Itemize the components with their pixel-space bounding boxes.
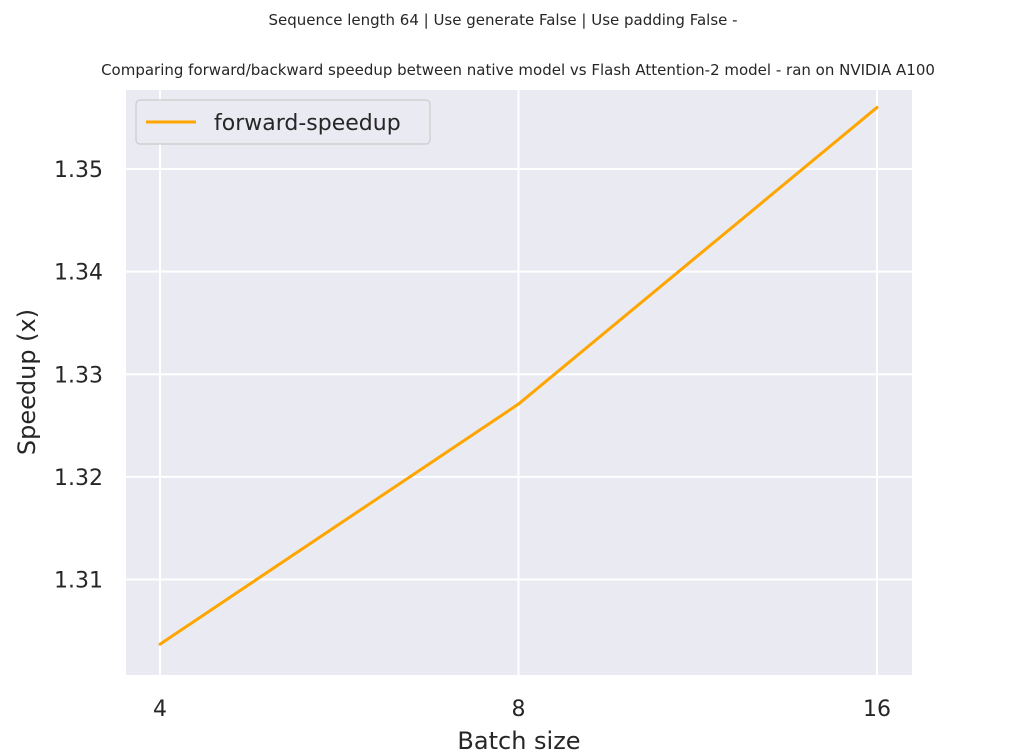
chart-title-line-2: Comparing forward/backward speedup betwe…	[101, 61, 935, 79]
y-tick-label: 1.31	[54, 569, 103, 594]
x-tick-labels: 4 8 16	[153, 697, 891, 722]
y-tick-label: 1.34	[54, 261, 103, 286]
series-layer	[158, 105, 879, 646]
y-tick-label: 1.33	[54, 363, 103, 388]
legend: forward-speedup	[135, 99, 431, 145]
x-tick-label: 8	[512, 697, 526, 722]
y-tick-label: 1.32	[54, 466, 103, 491]
legend-box	[135, 99, 431, 145]
series-line-forward-speedup	[158, 105, 879, 646]
y-tick-label: 1.35	[54, 158, 103, 183]
x-tick-label: 16	[863, 697, 891, 722]
y-tick-labels: 1.31 1.32 1.33 1.34 1.35	[54, 158, 103, 594]
x-tick-label: 4	[153, 697, 167, 722]
chart-title-line-1: Sequence length 64 | Use generate False …	[268, 11, 737, 29]
legend-label-forward-speedup: forward-speedup	[214, 111, 401, 136]
x-axis-label: Batch size	[457, 727, 580, 755]
y-axis-label: Speedup (x)	[13, 309, 41, 455]
